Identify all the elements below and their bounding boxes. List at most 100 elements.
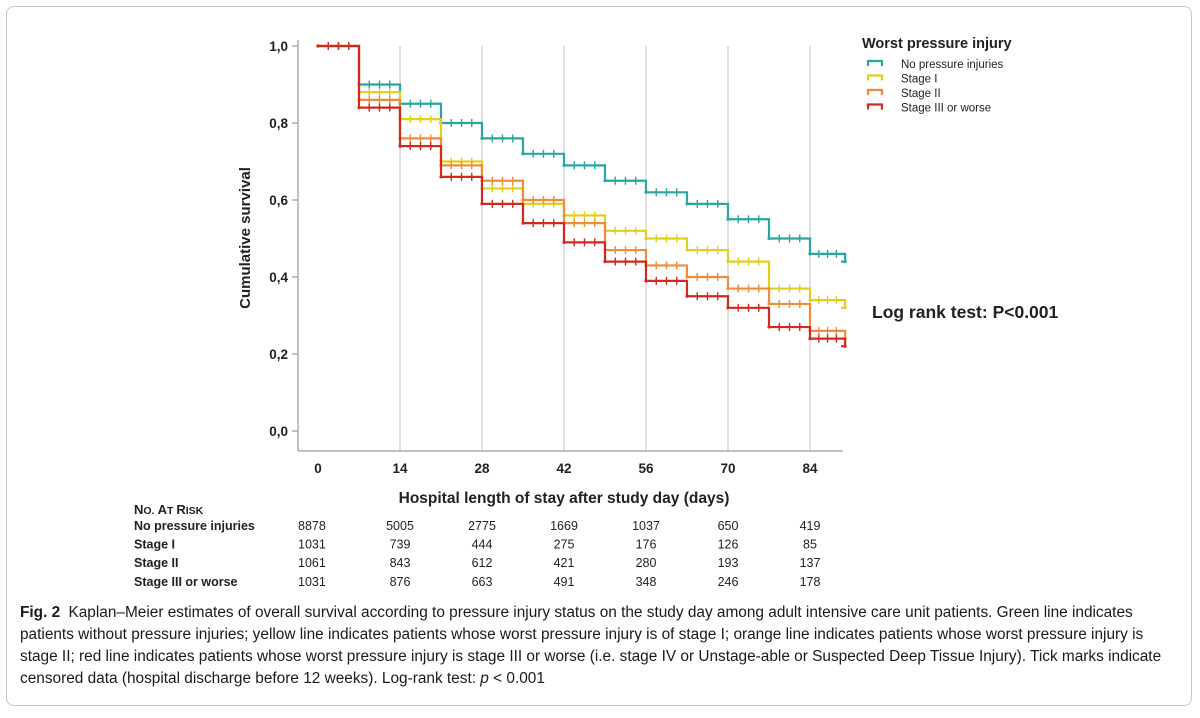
- legend-swatch-3: [866, 103, 884, 110]
- x-tick-label-84: 84: [802, 461, 818, 476]
- x-tick-label-56: 56: [638, 461, 654, 476]
- risk-cell-3-2: 663: [472, 575, 493, 589]
- series-point-3-1: [357, 106, 361, 110]
- y-axis-label: Cumulative survival: [237, 167, 254, 309]
- series-point-2-5: [521, 198, 525, 202]
- risk-cell-3-3: 491: [554, 575, 575, 589]
- series-line-2: [318, 44, 847, 340]
- risk-header-small-2: T: [167, 505, 176, 517]
- risk-cell-1-6: 85: [803, 538, 817, 552]
- series-point-3-10: [726, 306, 730, 310]
- series-point-3-12: [808, 337, 812, 341]
- legend-swatch-0: [866, 59, 884, 66]
- figure-frame: [6, 6, 1192, 706]
- series-point-3-9: [685, 294, 689, 298]
- series-point-0-7: [603, 179, 607, 183]
- series-point-0-12: [808, 252, 812, 256]
- risk-row-label-3: Stage III or worse: [134, 575, 238, 589]
- series-point-1-12: [808, 298, 812, 302]
- y-tick-label-4: 0,8: [269, 116, 288, 131]
- caption-p-value: < 0.001: [488, 670, 545, 687]
- series-point-3-4: [480, 202, 484, 206]
- series-point-3-3: [439, 175, 443, 179]
- series-point-3-11: [767, 325, 771, 329]
- risk-row-label-2: Stage II: [134, 556, 178, 570]
- risk-cell-2-1: 843: [390, 556, 411, 570]
- risk-cell-0-3: 1669: [550, 519, 578, 533]
- caption-p-symbol: p: [480, 670, 489, 687]
- series-layer: [316, 42, 847, 348]
- y-tick-label-5: 1,0: [269, 39, 288, 54]
- risk-cell-1-4: 176: [636, 538, 657, 552]
- caption-figure-label: Fig. 2: [20, 604, 61, 621]
- risk-cell-2-2: 612: [472, 556, 493, 570]
- legend: No pressure injuries Stage I Stage II Stage…: [866, 59, 1004, 115]
- risk-cell-3-4: 348: [636, 575, 657, 589]
- series-point-3-13: [843, 344, 847, 348]
- legend-label-3: Stage III or worse: [901, 103, 991, 115]
- risk-cell-0-1: 5005: [386, 519, 414, 533]
- legend-label-0: No pressure injuries: [901, 59, 1004, 71]
- axis-layer: 0,0 0,2 0,4 0,6 0,8 1,0 0 14 28 42 56 70 84: [269, 39, 843, 476]
- risk-cell-1-2: 444: [472, 538, 493, 552]
- risk-cell-0-6: 419: [800, 519, 821, 533]
- risk-cell-2-0: 1061: [298, 556, 326, 570]
- y-tick-label-0: 0,0: [269, 424, 288, 439]
- risk-cell-1-3: 275: [554, 538, 575, 552]
- risk-cell-3-5: 246: [718, 575, 739, 589]
- series-point-0-13: [843, 260, 847, 264]
- series-line-0: [318, 44, 847, 263]
- risk-cell-3-6: 178: [800, 575, 821, 589]
- series-point-0-8: [644, 190, 648, 194]
- caption-text: Kaplan–Meier estimates of overall surviv…: [20, 604, 1162, 687]
- series-point-0-4: [480, 136, 484, 140]
- series-point-3-0: [316, 44, 320, 48]
- y-tick-label-1: 0,2: [269, 347, 288, 362]
- risk-cell-2-6: 137: [800, 556, 821, 570]
- series-point-2-11: [767, 302, 771, 306]
- series-point-0-9: [685, 202, 689, 206]
- risk-cell-2-5: 193: [718, 556, 739, 570]
- series-point-2-9: [685, 275, 689, 279]
- legend-swatch-2: [866, 88, 884, 95]
- y-tick-label-2: 0,4: [269, 270, 288, 285]
- x-tick-label-42: 42: [556, 461, 571, 476]
- risk-cell-0-5: 650: [718, 519, 739, 533]
- series-point-0-5: [521, 152, 525, 156]
- risk-row-label-1: Stage I: [134, 538, 175, 552]
- x-axis-label: Hospital length of stay after study day …: [399, 490, 730, 507]
- series-point-2-10: [726, 286, 730, 291]
- series-point-0-11: [767, 236, 771, 241]
- series-point-3-5: [521, 221, 525, 225]
- series-point-0-10: [726, 217, 730, 221]
- km-chart: 0,0 0,2 0,4 0,6 0,8 1,0 0 14 28 42 56 70 84 Cumulati…: [134, 36, 1059, 589]
- series-line-3: [318, 44, 847, 348]
- risk-header-big-1: N: [134, 502, 143, 517]
- x-tick-label-0: 0: [314, 461, 322, 476]
- legend-label-1: Stage I: [901, 74, 937, 86]
- risk-header-big-2: A: [158, 502, 168, 517]
- risk-header-small-3: ISK: [186, 505, 204, 517]
- y-tick-label-3: 0,6: [269, 193, 288, 208]
- series-point-3-2: [398, 144, 402, 148]
- risk-cell-2-4: 280: [636, 556, 657, 570]
- x-tick-label-28: 28: [474, 461, 490, 476]
- risk-cell-1-0: 1031: [298, 538, 326, 552]
- risk-cell-3-1: 876: [390, 575, 411, 589]
- legend-swatch-1: [866, 74, 884, 81]
- risk-header-big-3: R: [176, 502, 186, 517]
- risk-cell-0-2: 2775: [468, 519, 496, 533]
- risk-cell-1-5: 126: [718, 538, 739, 552]
- series-point-0-6: [562, 163, 566, 167]
- risk-cell-1-1: 739: [390, 538, 411, 552]
- legend-label-2: Stage II: [901, 88, 941, 100]
- risk-cell-0-0: 8878: [298, 519, 326, 533]
- risk-header-small-1: O.: [143, 505, 154, 517]
- log-rank-annotation: Log rank test: P<0.001: [872, 302, 1059, 322]
- risk-cell-3-0: 1031: [298, 575, 326, 589]
- series-point-1-9: [685, 248, 689, 252]
- risk-cell-2-3: 421: [554, 556, 575, 570]
- risk-table-header: NO. AT RISK: [134, 502, 204, 517]
- series-point-3-8: [644, 279, 648, 283]
- x-tick-label-14: 14: [392, 461, 408, 476]
